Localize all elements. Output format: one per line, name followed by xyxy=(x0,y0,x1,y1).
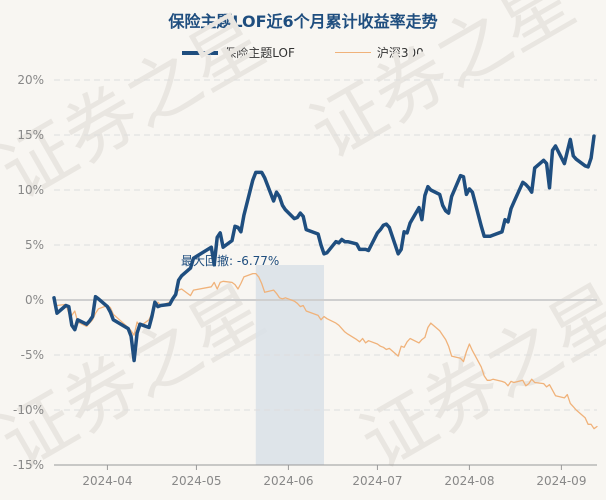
legend-label-fund: 保险主题LOF xyxy=(224,46,295,60)
watermark-text: 证券之星 xyxy=(297,0,588,175)
x-tick-label: 2024-04 xyxy=(82,474,132,488)
y-axis-ticks: 20% 15% 10% 5% 0% -5% -10% -15% xyxy=(13,73,44,472)
y-tick-label: -5% xyxy=(21,348,44,362)
legend-label-index: 沪深300 xyxy=(376,46,424,60)
y-tick-label: -10% xyxy=(13,403,44,417)
y-tick-label: 10% xyxy=(17,183,44,197)
legend-swatch-fund xyxy=(182,50,219,55)
x-tick-label: 2024-09 xyxy=(536,474,586,488)
max-drawdown-region xyxy=(255,265,325,465)
y-tick-label: 5% xyxy=(25,238,44,252)
drawdown-shade xyxy=(255,265,325,465)
legend-item-fund[interactable]: 保险主题LOF xyxy=(182,44,295,61)
legend-item-index[interactable]: 沪深300 xyxy=(334,44,424,61)
y-tick-label: 0% xyxy=(25,293,44,307)
y-tick-label: -15% xyxy=(13,458,44,472)
annotations: 最大回撤: -6.77% xyxy=(181,253,279,268)
x-axis-ticks: 2024-04 2024-05 2024-06 2024-07 2024-08 2024-… xyxy=(54,464,597,488)
x-tick-label: 2024-05 xyxy=(171,474,221,488)
series-line-fund xyxy=(52,134,596,363)
y-tick-label: 15% xyxy=(17,128,44,142)
legend-swatch-index xyxy=(334,52,371,53)
legend: 保险主题LOF 沪深300 xyxy=(0,44,606,61)
drawdown-label: 最大回撤: -6.77% xyxy=(181,253,279,268)
y-tick-label: 20% xyxy=(17,73,44,87)
x-tick-label: 2024-06 xyxy=(263,474,313,488)
chart-title: 保险主题LOF近6个月累计收益率走势 xyxy=(168,12,438,31)
x-tick-label: 2024-07 xyxy=(352,474,402,488)
series-lines xyxy=(52,134,598,430)
x-tick-label: 2024-08 xyxy=(444,474,494,488)
